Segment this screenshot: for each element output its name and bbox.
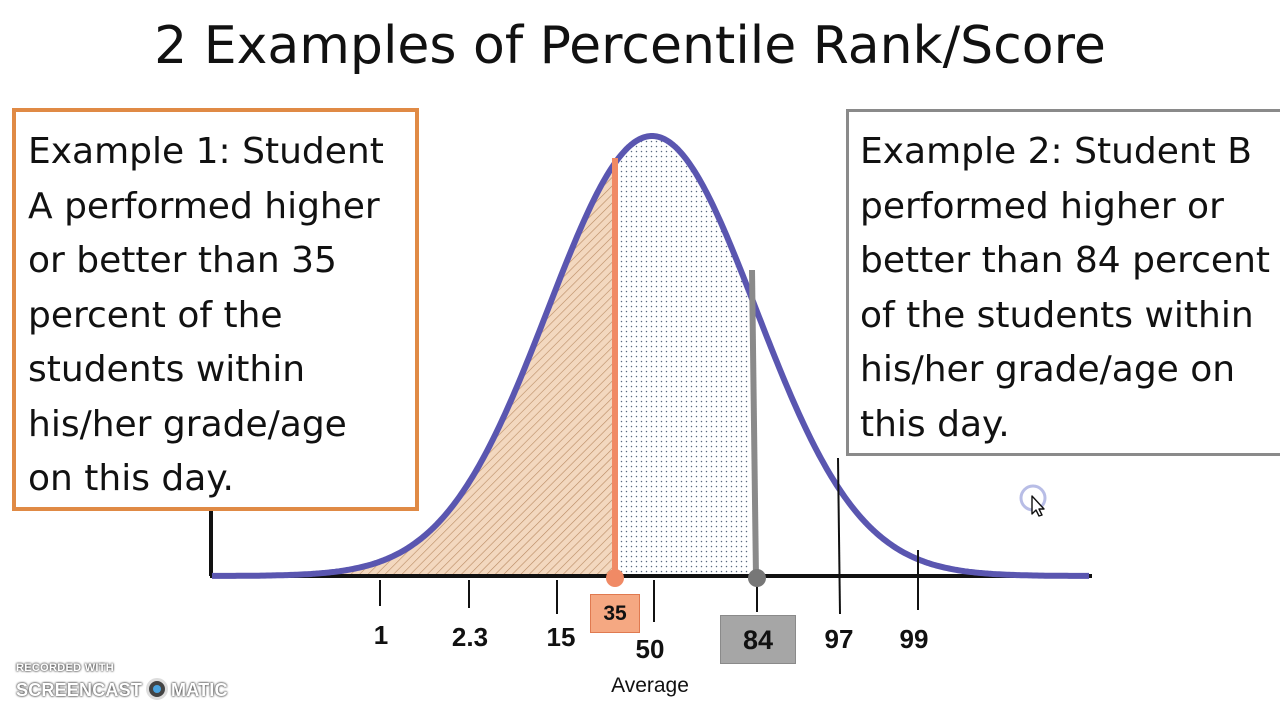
example-2-line: Example 2: Student B xyxy=(860,131,1252,172)
example-2-line: better than 84 percent xyxy=(860,240,1271,281)
tick-label-15: 15 xyxy=(546,622,576,652)
example-1-box: Example 1: Student A performed higher or… xyxy=(12,108,419,511)
example-2-box: Example 2: Student B performed higher or… xyxy=(846,109,1280,456)
screencast-watermark: RECORDED WITH SCREENCAST MATIC xyxy=(16,660,256,720)
slide-title: 2 Examples of Percentile Rank/Score xyxy=(154,16,1106,76)
tick-97 xyxy=(837,457,841,615)
watermark-brand: SCREENCAST MATIC xyxy=(16,678,228,701)
example-1-line: or better than 35 xyxy=(28,240,337,281)
percentile-84-dot xyxy=(748,569,766,587)
screencast-logo-icon xyxy=(146,678,169,701)
example-2-line: performed higher or xyxy=(860,185,1224,227)
example-1-line: on this day. xyxy=(28,458,234,499)
watermark-brand-right: MATIC xyxy=(171,680,228,700)
percentile-84-marker: 84 xyxy=(720,615,796,664)
tick-label-97: 97 xyxy=(824,624,854,654)
shaded-region-below-35 xyxy=(300,167,612,576)
percentile-35-dot xyxy=(606,569,624,587)
shaded-region-35-to-84 xyxy=(618,136,750,576)
percentile-84-line xyxy=(749,269,759,579)
example-1-line: his/her grade/age xyxy=(28,403,347,445)
example-2-line: his/her grade/age on xyxy=(860,349,1236,390)
tick-label-99: 99 xyxy=(899,624,929,654)
mouse-cursor-icon xyxy=(1019,484,1047,517)
example-1-line: percent of the xyxy=(28,294,283,336)
tick-label-50: 50 xyxy=(635,634,665,664)
average-label: Average xyxy=(611,674,689,697)
example-1-line: students within xyxy=(28,349,306,390)
example-1-line: A performed higher xyxy=(28,185,380,227)
percentile-35-marker: 35 xyxy=(590,594,640,633)
watermark-brand-left: SCREENCAST xyxy=(16,680,143,700)
tick-label-1: 1 xyxy=(373,620,389,650)
normal-curve xyxy=(210,133,1090,579)
example-2-line: of the students within xyxy=(860,294,1254,336)
example-1-line: Example 1: Student xyxy=(28,131,384,172)
watermark-recorded-with: RECORDED WITH xyxy=(16,662,115,674)
example-2-line: this day. xyxy=(860,403,1010,445)
tick-label-2-3: 2.3 xyxy=(451,622,489,652)
